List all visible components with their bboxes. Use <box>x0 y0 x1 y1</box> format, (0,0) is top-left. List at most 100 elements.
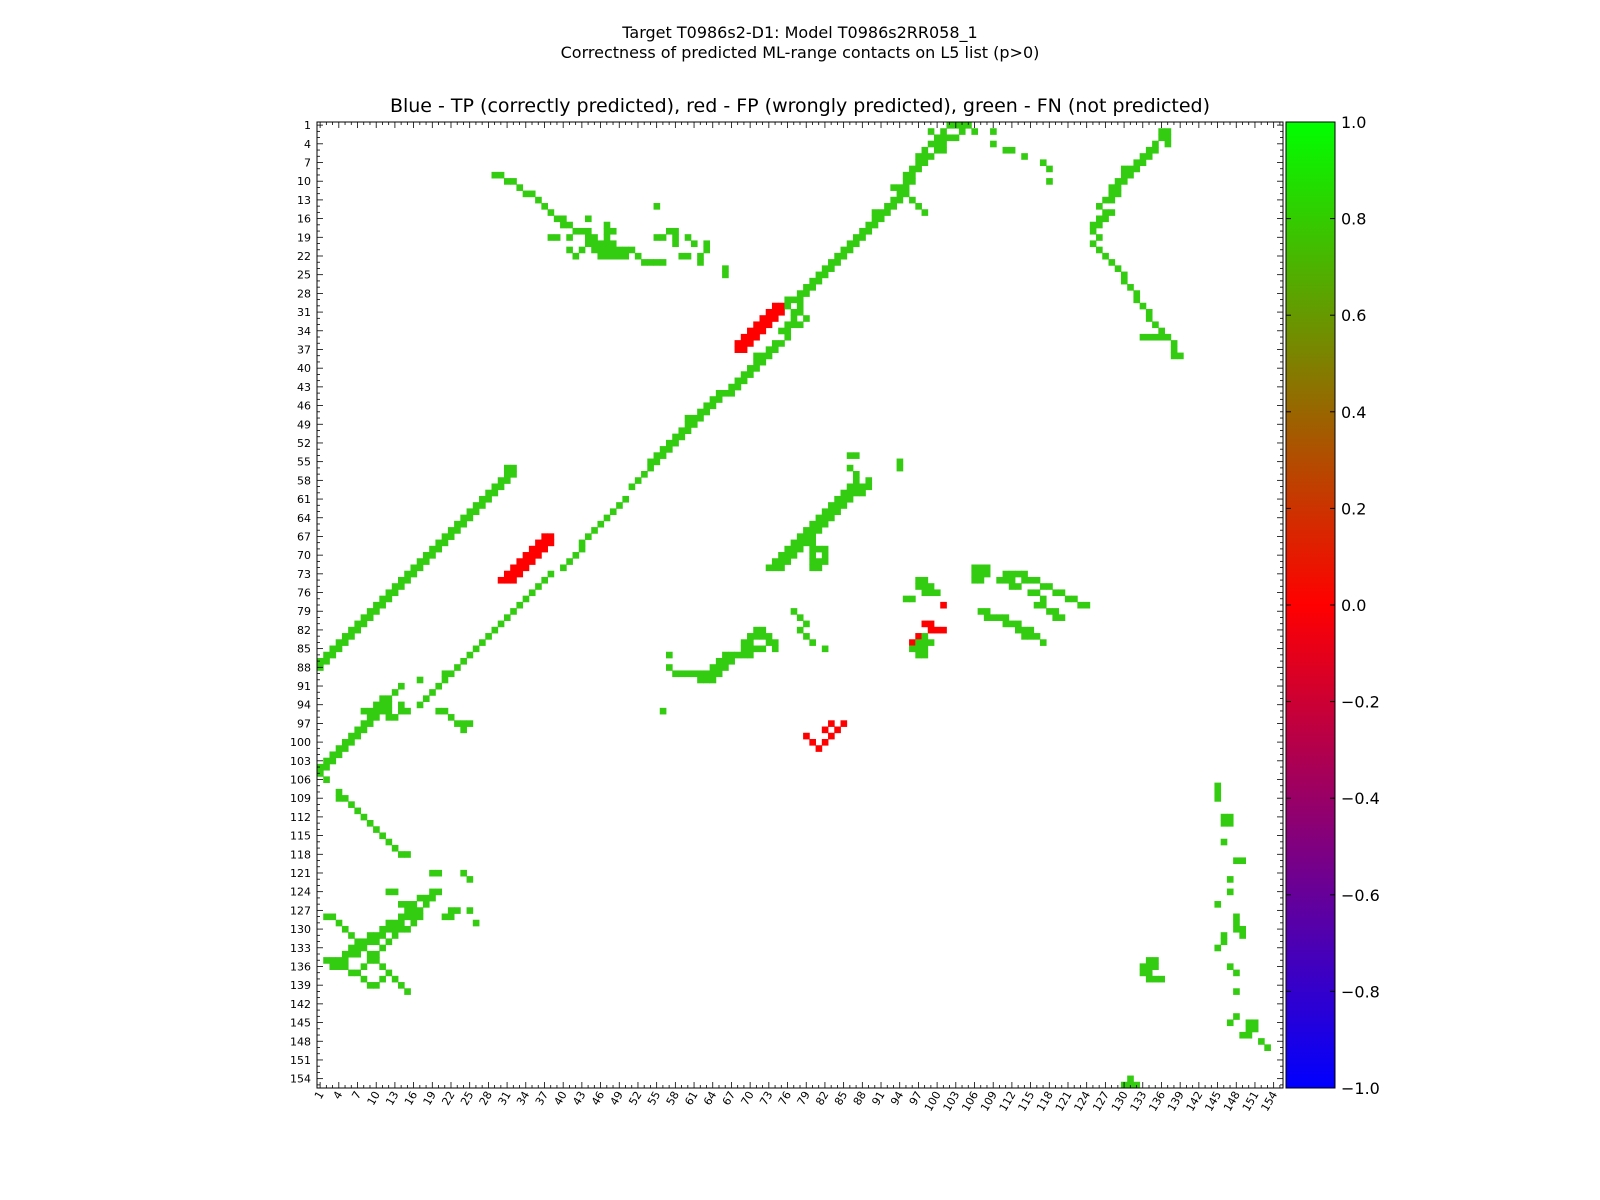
fn-contact-cell <box>497 620 505 628</box>
fn-contact-cell <box>697 670 704 678</box>
x-tick-label: 85 <box>832 1089 850 1108</box>
fn-contact-cell <box>1164 333 1172 341</box>
fn-contact-cell <box>965 122 972 129</box>
fn-contact-cell <box>410 907 418 914</box>
fn-contact-cell <box>329 913 337 921</box>
y-tick-label: 130 <box>290 923 311 936</box>
fn-contact-cell <box>703 676 711 684</box>
fn-contact-cell <box>1145 333 1153 341</box>
fn-contact-cell <box>422 894 430 902</box>
fn-contact-cell <box>1226 888 1234 896</box>
fn-contact-cell <box>541 576 548 584</box>
fp-contact-cell <box>747 333 754 341</box>
fn-contact-cell <box>697 252 704 260</box>
fn-contact-cell <box>535 196 542 204</box>
fn-contact-cell <box>341 639 349 646</box>
fn-contact-cell <box>1114 265 1122 272</box>
fn-contact-cell <box>659 707 667 715</box>
fn-contact-cell <box>846 246 854 254</box>
fn-contact-cell <box>722 657 729 665</box>
fn-contact-cell <box>666 439 673 447</box>
x-tick-label: 64 <box>701 1089 719 1108</box>
fn-contact-cell <box>1015 583 1022 590</box>
fn-contact-cell <box>865 483 873 491</box>
fn-contact-cell <box>884 209 891 216</box>
fn-contact-cell <box>373 608 380 615</box>
fn-contact-cell <box>1139 969 1147 977</box>
fn-contact-cell <box>491 626 499 634</box>
fn-contact-cell <box>672 240 679 248</box>
plot-area-background <box>317 122 1283 1088</box>
fn-contact-cell <box>921 589 929 597</box>
fn-contact-cell <box>828 265 835 272</box>
fn-contact-cell <box>1145 957 1153 964</box>
fn-contact-cell <box>815 558 823 565</box>
fn-contact-cell <box>796 308 804 316</box>
fn-contact-cell <box>572 552 580 559</box>
fn-contact-cell <box>1039 595 1047 603</box>
fn-contact-cell <box>809 639 816 646</box>
fn-contact-cell <box>360 726 368 734</box>
fn-contact-cell <box>828 502 835 509</box>
fn-contact-cell <box>447 670 455 678</box>
x-tick-label: 94 <box>888 1089 906 1108</box>
contact-cells <box>317 122 1271 1089</box>
fp-contact-cell <box>528 552 536 559</box>
fn-contact-cell <box>609 252 617 260</box>
fn-contact-cell <box>846 240 854 248</box>
fn-contact-cell <box>1008 620 1016 628</box>
fn-contact-cell <box>354 732 362 740</box>
x-tick-label: 124 <box>1072 1089 1094 1114</box>
fp-contact-cell <box>927 620 935 628</box>
fn-contact-cell <box>1096 203 1103 210</box>
fn-contact-cell <box>1021 570 1028 578</box>
fn-contact-cell <box>728 389 735 397</box>
fn-contact-cell <box>834 508 841 516</box>
fn-contact-cell <box>1239 1031 1246 1039</box>
fn-contact-cell <box>821 558 829 565</box>
fn-contact-cell <box>335 645 343 653</box>
fn-contact-cell <box>1158 975 1165 983</box>
colorbar-ticks: 1.0 0.8 0.6 0.4 0.2 0.0 −0.2 −0.4 −0.6 −0.8 −1.0 <box>1286 113 1380 1098</box>
fn-contact-cell <box>852 477 860 484</box>
fn-contact-cell <box>429 552 436 559</box>
fn-contact-cell <box>1052 589 1060 597</box>
fn-contact-cell <box>672 234 679 241</box>
fp-contact-cell <box>765 321 773 329</box>
fn-contact-cell <box>809 552 816 559</box>
fn-contact-cell <box>983 570 991 578</box>
fn-contact-cell <box>659 259 667 266</box>
fp-contact-cell <box>909 639 916 646</box>
fn-contact-cell <box>348 969 355 977</box>
fn-contact-cell <box>591 527 598 534</box>
fn-contact-cell <box>422 552 430 559</box>
fn-contact-cell <box>690 240 698 248</box>
fn-contact-cell <box>1233 925 1240 933</box>
fn-contact-cell <box>597 252 605 260</box>
fn-contact-cell <box>678 427 686 435</box>
fp-contact-cell <box>528 558 536 565</box>
fn-contact-cell <box>709 396 717 403</box>
fn-contact-cell <box>753 352 760 360</box>
fp-contact-cell <box>516 564 524 572</box>
x-tick-label: 142 <box>1184 1089 1206 1114</box>
fp-contact-cell <box>778 302 785 310</box>
fn-contact-cell <box>672 433 679 441</box>
fn-contact-cell <box>1021 153 1028 160</box>
y-tick-label: 85 <box>297 643 311 656</box>
fp-contact-cell <box>541 539 548 547</box>
fn-contact-cell <box>946 134 954 142</box>
fn-contact-cell <box>391 589 399 597</box>
fn-contact-cell <box>653 458 661 466</box>
fn-contact-cell <box>335 751 343 759</box>
fn-contact-cell <box>584 240 592 248</box>
fn-contact-cell <box>1220 938 1228 946</box>
fn-contact-cell <box>678 433 686 441</box>
fn-contact-cell <box>1027 589 1035 597</box>
fn-contact-cell <box>566 246 573 254</box>
fn-contact-cell <box>753 633 760 640</box>
fn-contact-cell <box>422 558 430 565</box>
fn-contact-cell <box>977 576 985 584</box>
fn-contact-cell <box>603 246 611 254</box>
fn-contact-cell <box>497 171 505 179</box>
